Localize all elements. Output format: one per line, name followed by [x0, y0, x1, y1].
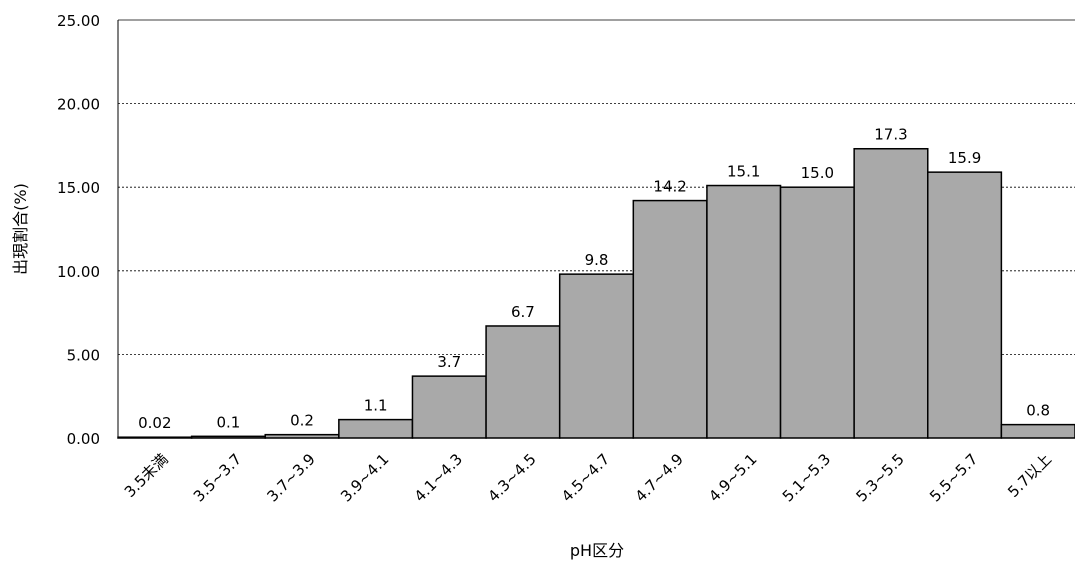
bar [706, 184, 782, 439]
y-tick-label: 5.00 [67, 346, 100, 364]
y-tick-label: 25.00 [57, 12, 100, 30]
data-label: 1.1 [364, 397, 388, 415]
x-category-label: 4.9~5.1 [705, 450, 760, 505]
bar [558, 273, 635, 439]
x-category-label: 3.7~3.9 [264, 450, 319, 505]
x-category-label: 4.3~4.5 [484, 450, 539, 505]
bar [485, 325, 561, 439]
data-label: 9.8 [585, 251, 609, 269]
x-category-label: 4.7~4.9 [632, 450, 687, 505]
bar [779, 186, 855, 439]
bar [632, 199, 708, 439]
x-category-label: 5.1~5.3 [779, 450, 834, 505]
y-axis-title: 出現割合(%) [11, 183, 30, 275]
y-axis-tick-labels: 0.00 5.00 10.00 15.00 20.00 25.00 [57, 12, 100, 448]
y-tick-label: 15.00 [57, 179, 100, 197]
y-tick-label: 10.00 [57, 263, 100, 281]
x-category-label: 3.9~4.1 [337, 450, 392, 505]
data-label: 14.2 [653, 178, 686, 196]
x-category-label: 4.1~4.3 [411, 450, 466, 505]
x-category-label: 5.5~5.7 [926, 450, 981, 505]
x-axis-category-labels: 3.5未満 3.5~3.7 3.7~3.9 3.9~4.1 4.1~4.3 4.3~4.5… [121, 450, 1055, 505]
x-category-label: 4.5~4.7 [558, 450, 613, 505]
bar [411, 375, 487, 439]
data-label: 17.3 [874, 126, 907, 144]
data-label: 0.8 [1026, 402, 1050, 420]
data-label: 3.7 [437, 353, 461, 371]
x-category-label: 5.7以上 [1004, 450, 1055, 501]
data-label: 15.9 [948, 149, 981, 167]
data-labels: 0.02 0.1 0.2 1.1 3.7 6.7 9.8 14.2 15.1 15.0 17.3 15… [138, 126, 1050, 432]
bar [853, 147, 929, 439]
bars [117, 147, 1075, 439]
bar [264, 433, 340, 439]
data-label: 0.02 [138, 414, 171, 432]
data-label: 6.7 [511, 303, 535, 321]
data-label: 0.1 [216, 413, 240, 431]
data-label: 15.0 [801, 164, 834, 182]
bar [927, 171, 1003, 439]
y-tick-label: 20.00 [57, 96, 100, 114]
bar [1000, 423, 1075, 439]
x-category-label: 3.5未満 [121, 450, 172, 501]
x-category-label: 5.3~5.5 [852, 450, 907, 505]
x-axis-title: pH区分 [570, 541, 624, 560]
x-category-label: 3.5~3.7 [190, 450, 245, 505]
y-tick-label: 0.00 [67, 430, 100, 448]
data-label: 15.1 [727, 163, 760, 181]
data-label: 0.2 [290, 412, 314, 430]
bar [338, 418, 414, 439]
